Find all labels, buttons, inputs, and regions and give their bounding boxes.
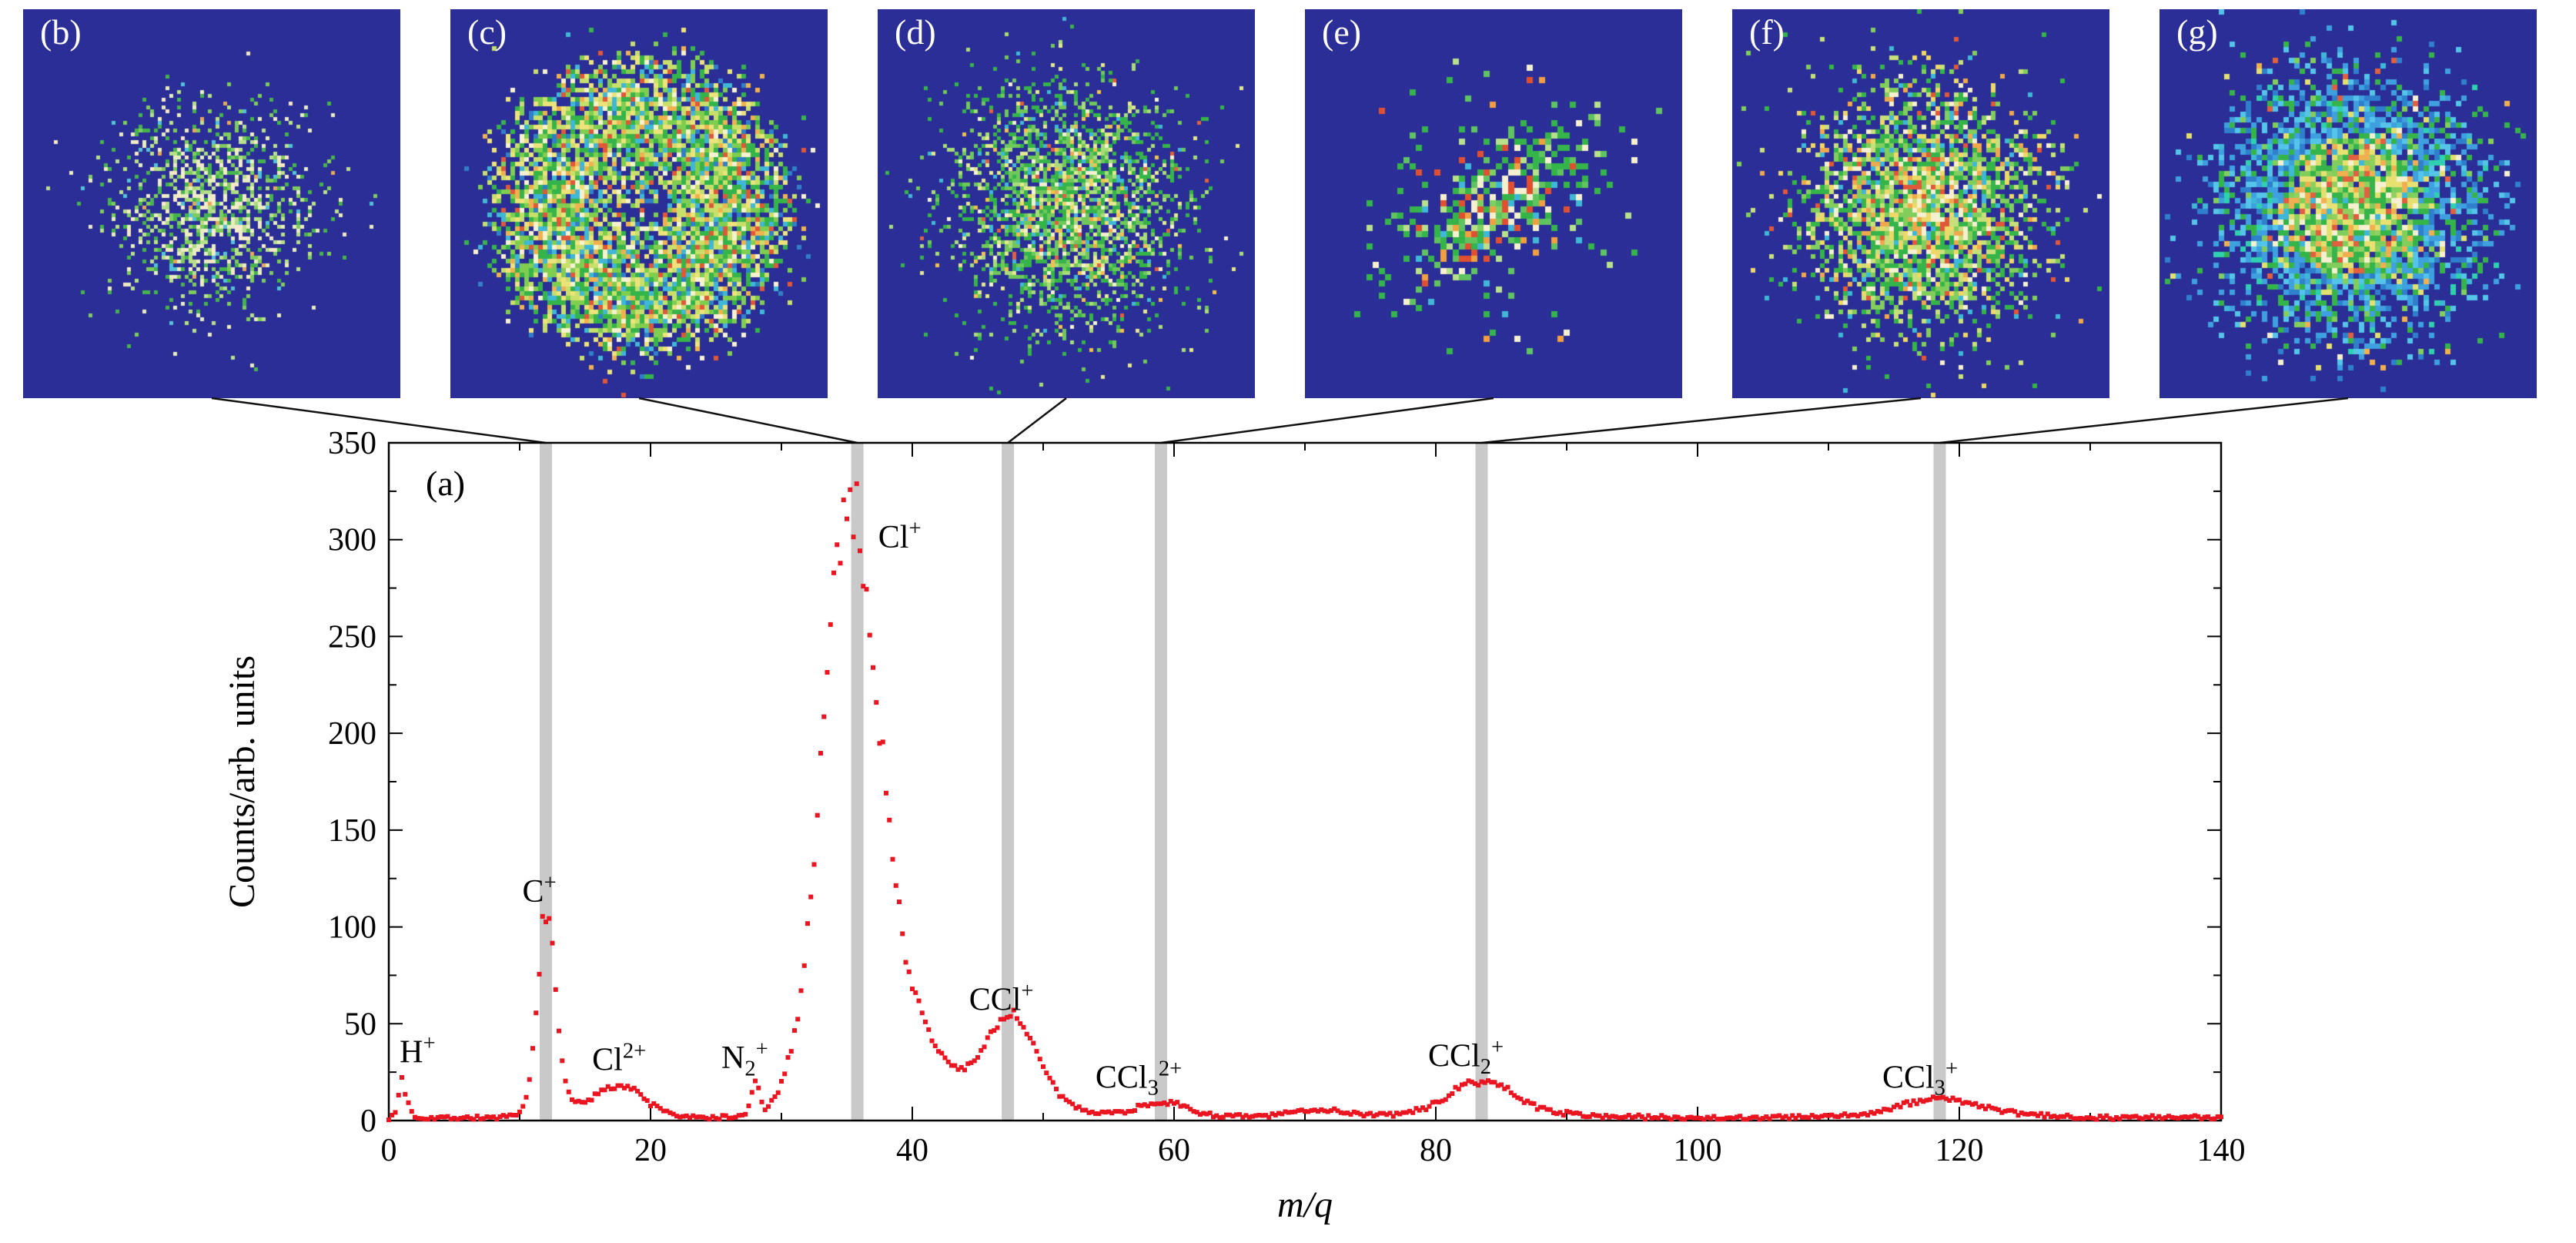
- vmi-panel-b: (b): [23, 9, 400, 398]
- y-tick-label: 350: [328, 426, 376, 461]
- y-tick-label: 100: [328, 910, 376, 946]
- peak-label: CCl32+: [1096, 1057, 1182, 1100]
- x-tick-label: 100: [1674, 1133, 1722, 1168]
- axis-ticks: [388, 442, 2222, 1121]
- highlight-bar: [1933, 443, 1946, 1121]
- vmi-panel-d: (d): [878, 9, 1255, 398]
- tick-labels: 0 20 40 60 80 100 120 140 0 50 100 150 200 250 300 350: [328, 426, 2246, 1168]
- panel-label-d: (d): [895, 12, 936, 52]
- peak-label: CCl3+: [1882, 1057, 1958, 1100]
- vmi-image-c: [450, 9, 828, 398]
- x-tick-label: 0: [381, 1133, 397, 1168]
- peak-label: H+: [400, 1032, 435, 1070]
- vmi-panel-f: (f): [1732, 9, 2109, 398]
- peak-label: CCl+: [969, 980, 1034, 1018]
- y-tick-label: 300: [328, 523, 376, 558]
- vmi-panel-e: (e): [1305, 9, 1682, 398]
- x-tick-label: 80: [1420, 1133, 1452, 1168]
- x-tick-label: 140: [2197, 1133, 2246, 1168]
- peak-label: C+: [522, 871, 556, 910]
- highlight-bars: [540, 443, 1946, 1121]
- panel-label-f: (f): [1749, 12, 1785, 52]
- panel-label-c: (c): [467, 12, 507, 52]
- peak-label: Cl+: [878, 517, 922, 555]
- connector-line: [1481, 397, 1922, 444]
- panel-label-e: (e): [1322, 12, 1362, 52]
- y-axis-label: Counts/arb. units: [222, 655, 263, 908]
- vmi-image-e: [1305, 9, 1682, 398]
- vmi-image-g: [2159, 9, 2537, 398]
- highlight-bar: [851, 443, 864, 1121]
- highlight-bar: [1002, 443, 1015, 1121]
- x-tick-label: 40: [896, 1133, 928, 1168]
- x-tick-label: 20: [634, 1133, 667, 1168]
- peak-label: N2+: [721, 1037, 768, 1081]
- highlight-bar: [1475, 443, 1488, 1121]
- connector-line: [211, 397, 547, 444]
- y-tick-label: 50: [344, 1007, 376, 1042]
- peak-label: Cl2+: [592, 1040, 646, 1078]
- y-tick-label: 200: [328, 716, 376, 752]
- connector-line: [1007, 397, 1067, 444]
- y-tick-label: 0: [360, 1104, 376, 1139]
- peak-labels: H+ C+ Cl2+ N2+ Cl+ CCl+ CCl32+ CCl2+ CCl3+: [400, 517, 1958, 1101]
- spectrum-panel-label: (a): [426, 464, 465, 503]
- x-tick-label: 60: [1158, 1133, 1190, 1168]
- connector-line: [1160, 397, 1494, 444]
- spectrum-data-points: [386, 481, 2223, 1123]
- plot-border: [387, 441, 2223, 1122]
- highlight-bar: [1155, 443, 1167, 1121]
- highlight-bar: [540, 443, 552, 1121]
- x-tick-label: 120: [1935, 1133, 1984, 1168]
- y-tick-label: 250: [328, 619, 376, 655]
- connector-line: [638, 397, 858, 444]
- vmi-image-f: [1732, 9, 2109, 398]
- vmi-panel-c: (c): [450, 9, 828, 398]
- vmi-image-b: [23, 9, 400, 398]
- panel-label-g: (g): [2176, 12, 2218, 52]
- x-axis-label: m/q: [1277, 1184, 1333, 1225]
- y-tick-label: 150: [328, 813, 376, 849]
- vmi-image-d: [878, 9, 1255, 398]
- connector-line: [1939, 397, 2349, 444]
- panel-label-b: (b): [40, 12, 82, 52]
- vmi-panel-g: (g): [2159, 9, 2537, 398]
- peak-label: CCl2+: [1428, 1036, 1504, 1079]
- connector-lines: [211, 397, 2349, 444]
